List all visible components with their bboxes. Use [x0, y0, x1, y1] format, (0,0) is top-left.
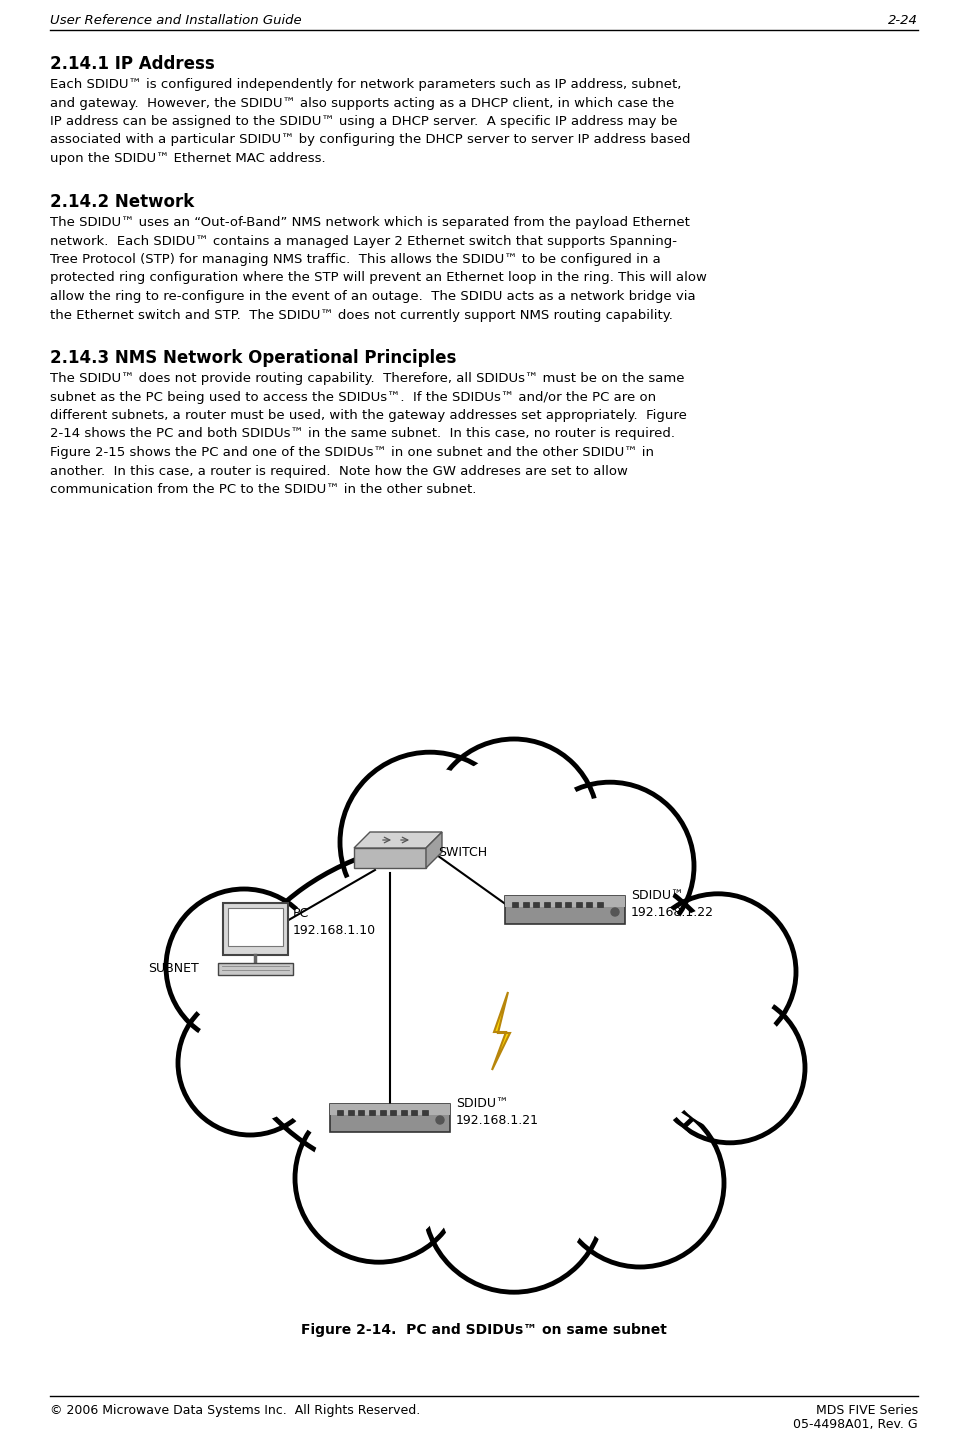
- Text: SDIDU™
192.168.1.21: SDIDU™ 192.168.1.21: [456, 1098, 539, 1128]
- FancyBboxPatch shape: [555, 902, 560, 907]
- FancyBboxPatch shape: [505, 896, 625, 924]
- FancyBboxPatch shape: [587, 902, 592, 907]
- Circle shape: [541, 797, 679, 934]
- Text: MDS FIVE Series: MDS FIVE Series: [816, 1404, 918, 1417]
- Text: upon the SDIDU™ Ethernet MAC address.: upon the SDIDU™ Ethernet MAC address.: [50, 152, 325, 165]
- FancyBboxPatch shape: [523, 902, 529, 907]
- Text: Figure 2-14.  PC and SDIDUs™ on same subnet: Figure 2-14. PC and SDIDUs™ on same subn…: [301, 1324, 667, 1337]
- Text: network.  Each SDIDU™ contains a managed Layer 2 Ethernet switch that supports S: network. Each SDIDU™ contains a managed …: [50, 235, 677, 248]
- Circle shape: [424, 1112, 604, 1292]
- Circle shape: [445, 754, 583, 892]
- Text: Tree Protocol (STP) for managing NMS traffic.  This allows the SDIDU™ to be conf: Tree Protocol (STP) for managing NMS tra…: [50, 253, 661, 266]
- FancyBboxPatch shape: [533, 902, 539, 907]
- FancyBboxPatch shape: [512, 902, 518, 907]
- FancyBboxPatch shape: [401, 1110, 407, 1115]
- Text: IP address can be assigned to the SDIDU™ using a DHCP server.  A specific IP add: IP address can be assigned to the SDIDU™…: [50, 114, 678, 127]
- Circle shape: [191, 1005, 309, 1122]
- Text: © 2006 Microwave Data Systems Inc.  All Rights Reserved.: © 2006 Microwave Data Systems Inc. All R…: [50, 1404, 420, 1417]
- Text: PC
192.168.1.10: PC 192.168.1.10: [293, 907, 377, 937]
- Polygon shape: [492, 992, 510, 1070]
- Circle shape: [178, 992, 322, 1135]
- FancyBboxPatch shape: [337, 1110, 343, 1115]
- Text: 2-24: 2-24: [888, 14, 918, 27]
- Text: 2.14.3 NMS Network Operational Principles: 2.14.3 NMS Network Operational Principle…: [50, 349, 456, 366]
- Ellipse shape: [229, 836, 739, 1195]
- Text: another.  In this case, a router is required.  Note how the GW addreses are set : another. In this case, a router is requi…: [50, 465, 628, 478]
- Text: The SDIDU™ does not provide routing capability.  Therefore, all SDIDUs™ must be : The SDIDU™ does not provide routing capa…: [50, 372, 684, 385]
- Text: and gateway.  However, the SDIDU™ also supports acting as a DHCP client, in whic: and gateway. However, the SDIDU™ also su…: [50, 96, 675, 110]
- Polygon shape: [354, 849, 426, 869]
- Circle shape: [526, 783, 694, 950]
- Circle shape: [295, 1095, 463, 1262]
- FancyBboxPatch shape: [411, 1110, 417, 1115]
- FancyBboxPatch shape: [390, 1110, 396, 1115]
- FancyBboxPatch shape: [544, 902, 550, 907]
- Text: the Ethernet switch and STP.  The SDIDU™ does not currently support NMS routing : the Ethernet switch and STP. The SDIDU™ …: [50, 309, 673, 322]
- Text: associated with a particular SDIDU™ by configuring the DHCP server to server IP : associated with a particular SDIDU™ by c…: [50, 133, 690, 146]
- FancyBboxPatch shape: [379, 1110, 385, 1115]
- FancyBboxPatch shape: [505, 896, 625, 907]
- FancyBboxPatch shape: [223, 903, 287, 954]
- Text: Each SDIDU™ is configured independently for network parameters such as IP addres: Each SDIDU™ is configured independently …: [50, 79, 681, 92]
- Text: different subnets, a router must be used, with the gateway addresses set appropr: different subnets, a router must be used…: [50, 409, 687, 422]
- Circle shape: [571, 1115, 709, 1252]
- Text: The SDIDU™ uses an “Out-of-Band” NMS network which is separated from the payload: The SDIDU™ uses an “Out-of-Band” NMS net…: [50, 216, 690, 229]
- FancyBboxPatch shape: [369, 1110, 375, 1115]
- Text: 05-4498A01, Rev. G: 05-4498A01, Rev. G: [794, 1418, 918, 1431]
- Circle shape: [655, 993, 805, 1143]
- Text: subnet as the PC being used to access the SDIDUs™.  If the SDIDUs™ and/or the PC: subnet as the PC being used to access th…: [50, 391, 656, 404]
- FancyBboxPatch shape: [576, 902, 582, 907]
- Circle shape: [669, 1006, 792, 1129]
- Circle shape: [340, 753, 520, 932]
- Text: 2-14 shows the PC and both SDIDUs™ in the same subnet.  In this case, no router : 2-14 shows the PC and both SDIDUs™ in th…: [50, 428, 675, 441]
- Text: 2.14.1 IP Address: 2.14.1 IP Address: [50, 54, 215, 73]
- Text: Figure 2-15 shows the PC and one of the SDIDUs™ in one subnet and the other SDID: Figure 2-15 shows the PC and one of the …: [50, 446, 654, 459]
- FancyBboxPatch shape: [358, 1110, 364, 1115]
- FancyBboxPatch shape: [227, 909, 283, 946]
- FancyBboxPatch shape: [330, 1103, 450, 1132]
- Text: 2.14.2 Network: 2.14.2 Network: [50, 193, 195, 210]
- Circle shape: [611, 909, 619, 916]
- Circle shape: [180, 903, 308, 1030]
- Ellipse shape: [241, 850, 727, 1181]
- Text: SWITCH: SWITCH: [438, 847, 487, 860]
- Circle shape: [430, 738, 598, 907]
- Circle shape: [640, 894, 796, 1050]
- Circle shape: [436, 1116, 444, 1123]
- FancyBboxPatch shape: [218, 963, 292, 975]
- FancyBboxPatch shape: [330, 1103, 450, 1115]
- Circle shape: [440, 1129, 588, 1276]
- Polygon shape: [354, 831, 442, 849]
- FancyBboxPatch shape: [597, 902, 603, 907]
- Circle shape: [310, 1109, 448, 1246]
- FancyBboxPatch shape: [348, 1110, 353, 1115]
- Text: allow the ring to re-configure in the event of an outage.  The SDIDU acts as a n: allow the ring to re-configure in the ev…: [50, 290, 696, 303]
- Text: protected ring configuration where the STP will prevent an Ethernet loop in the : protected ring configuration where the S…: [50, 272, 707, 285]
- Circle shape: [166, 889, 322, 1045]
- Text: User Reference and Installation Guide: User Reference and Installation Guide: [50, 14, 302, 27]
- Circle shape: [556, 1099, 724, 1266]
- Polygon shape: [426, 831, 442, 869]
- FancyBboxPatch shape: [422, 1110, 428, 1115]
- Text: communication from the PC to the SDIDU™ in the other subnet.: communication from the PC to the SDIDU™ …: [50, 484, 476, 497]
- Text: SUBNET: SUBNET: [148, 962, 198, 975]
- Circle shape: [654, 907, 782, 1036]
- Circle shape: [356, 768, 503, 916]
- FancyBboxPatch shape: [565, 902, 571, 907]
- Text: SDIDU™
192.168.1.22: SDIDU™ 192.168.1.22: [631, 889, 714, 919]
